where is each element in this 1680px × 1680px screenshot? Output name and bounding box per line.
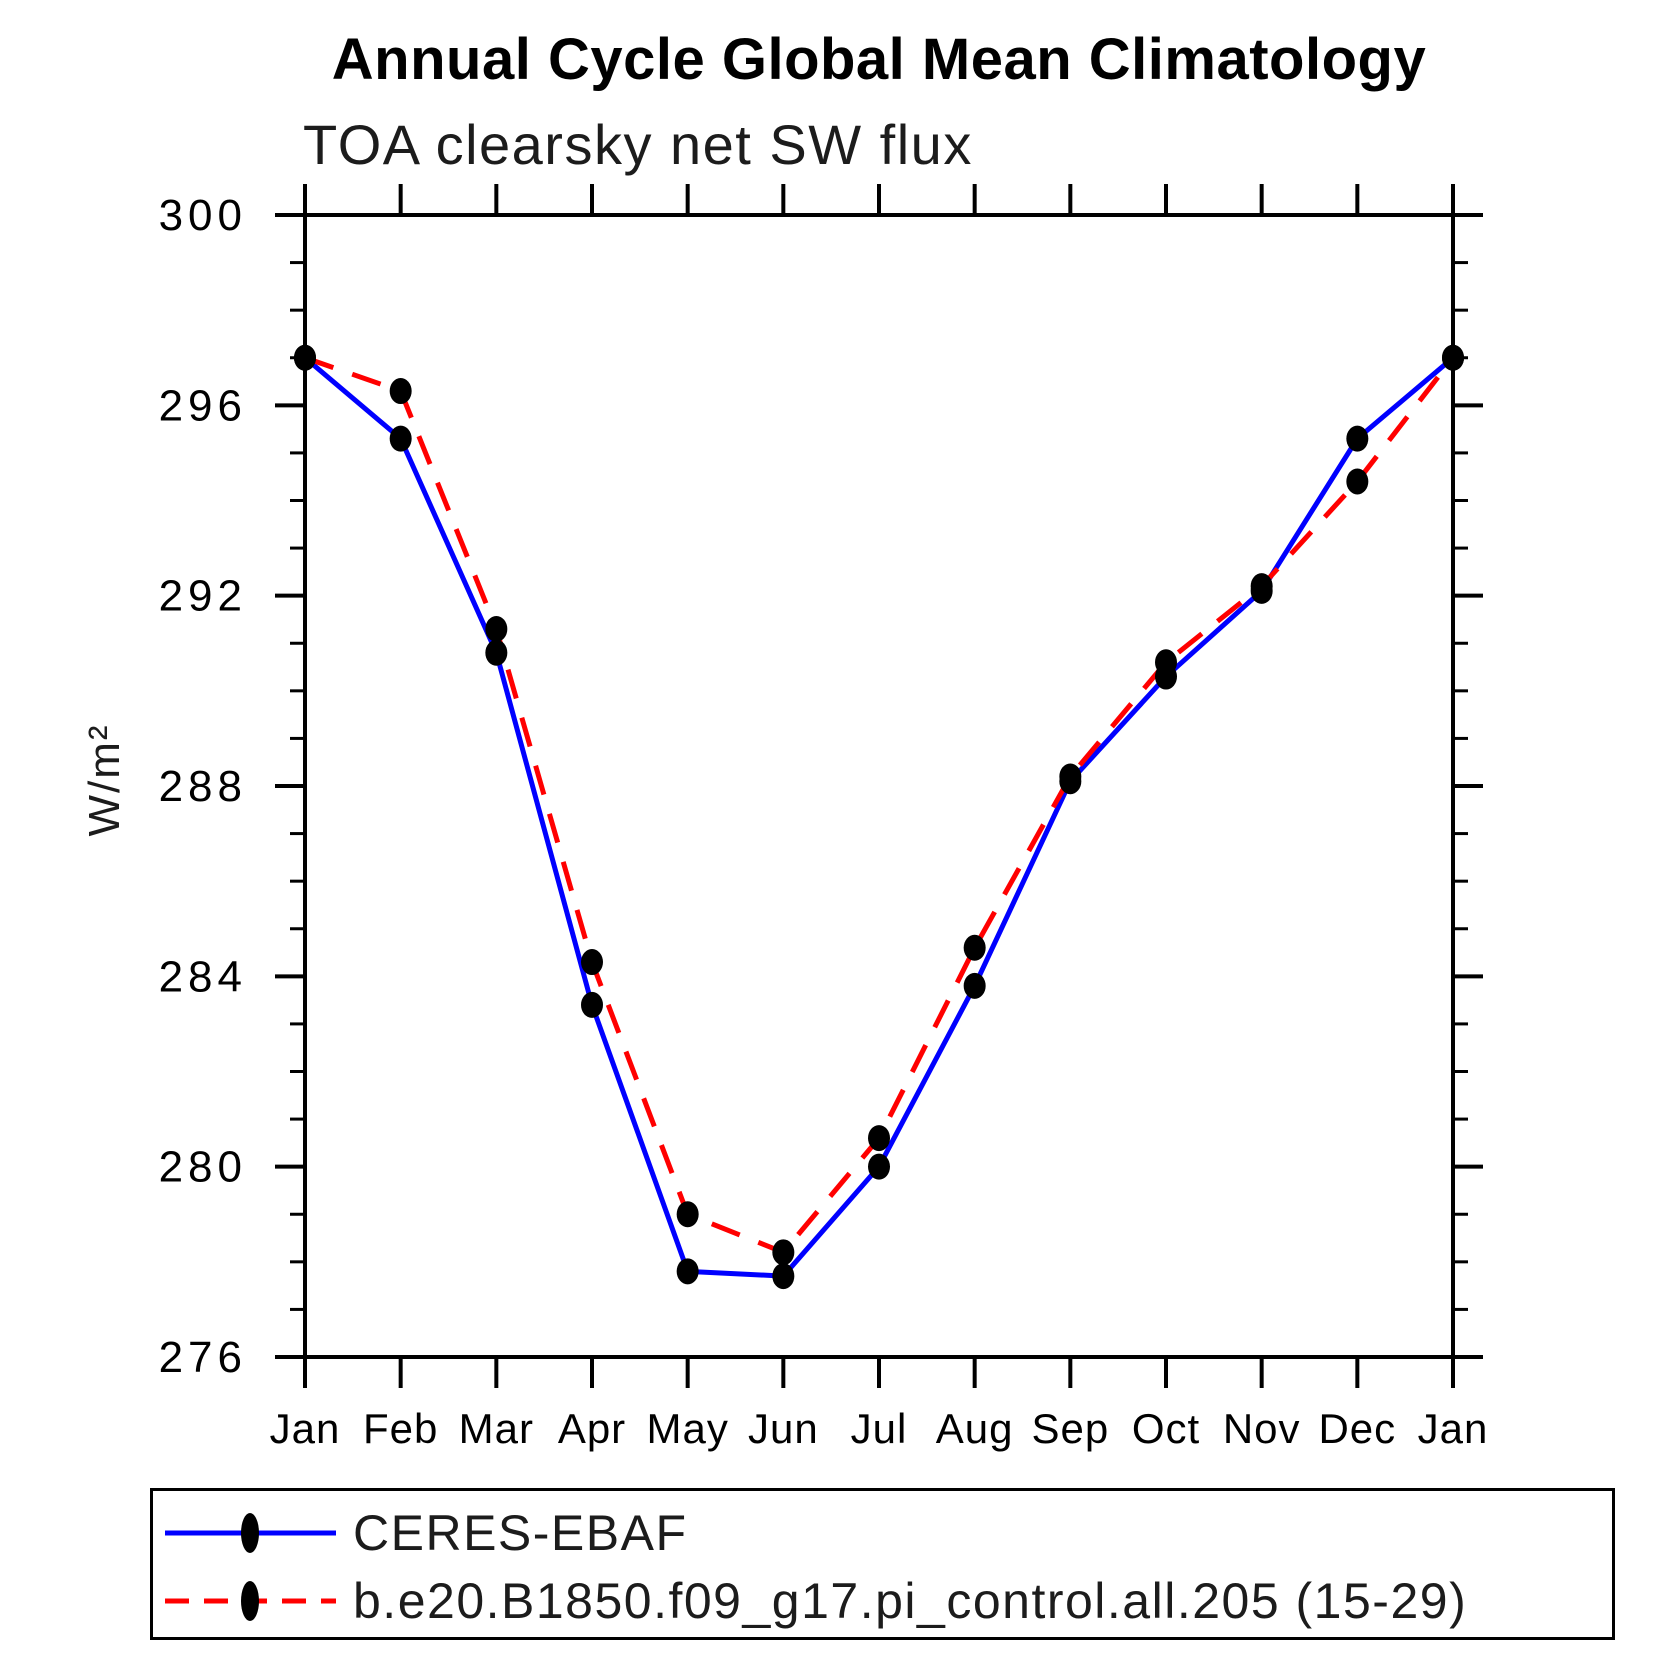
y-tick-label: 292: [159, 572, 247, 621]
x-tick-label: Apr: [558, 1405, 626, 1452]
data-point-marker: [389, 425, 412, 452]
y-tick-label: 280: [159, 1143, 247, 1192]
y-tick-label: 296: [159, 381, 247, 430]
data-point-marker: [1059, 763, 1082, 790]
data-point-marker: [581, 991, 603, 1018]
x-tick-label: Aug: [936, 1405, 1014, 1452]
x-tick-label: Oct: [1132, 1405, 1200, 1452]
x-tick-label: Mar: [459, 1405, 534, 1452]
x-tick-label: Jun: [748, 1405, 819, 1452]
legend-label-1: b.e20.B1850.f09_g17.pi_control.all.205 (…: [353, 1573, 1468, 1629]
data-point-marker: [772, 1239, 795, 1266]
legend-line-marker-icon: [165, 1513, 336, 1553]
data-point-marker: [676, 1201, 699, 1228]
y-axis-label: W/m²: [80, 723, 129, 837]
data-point-marker: [868, 1153, 890, 1180]
x-tick-label: Feb: [363, 1405, 438, 1452]
data-point-marker: [1346, 468, 1369, 495]
legend-line-marker-icon: [165, 1581, 336, 1621]
plot-frame: [303, 213, 1455, 1359]
y-tick-label: 288: [159, 762, 247, 811]
data-point-marker: [389, 378, 412, 405]
x-tick-label: Sep: [1031, 1405, 1109, 1452]
chart-subtitle: TOA clearsky net SW flux: [303, 113, 973, 176]
legend-item-0: CERES-EBAF: [153, 1499, 1612, 1567]
data-point-marker: [485, 639, 508, 666]
data-point-marker: [1346, 425, 1369, 452]
data-point-marker: [581, 949, 603, 976]
y-tick-label: 284: [159, 952, 247, 1001]
legend-item-1: b.e20.B1850.f09_g17.pi_control.all.205 (…: [153, 1567, 1612, 1635]
x-tick-label: Jan: [270, 1405, 341, 1452]
data-point-marker: [485, 615, 508, 642]
y-tick-label: 276: [159, 1333, 247, 1382]
x-tick-label: Dec: [1318, 1405, 1396, 1452]
data-point-marker: [1155, 649, 1177, 676]
series-line-1: [304, 355, 1455, 1255]
x-tick-label: Nov: [1223, 1405, 1301, 1452]
data-point-marker: [1442, 344, 1464, 371]
data-point-marker: [294, 344, 316, 371]
x-tick-label: Jul: [851, 1405, 908, 1452]
legend-marker-icon: [241, 1581, 259, 1621]
x-tick-label: May: [646, 1405, 728, 1452]
legend-box: CERES-EBAF b.e20.B1850.f09_g17.pi_control…: [150, 1488, 1615, 1640]
data-point-marker: [772, 1263, 795, 1290]
legend-marker-icon: [241, 1513, 259, 1553]
data-point-marker: [676, 1258, 699, 1285]
y-tick-label: 300: [159, 191, 247, 240]
x-tick-label: Jan: [1418, 1405, 1489, 1452]
data-point-marker: [1250, 573, 1273, 600]
data-point-marker: [868, 1125, 890, 1152]
data-point-marker: [963, 934, 986, 961]
data-point-marker: [963, 972, 986, 999]
chart-title: Annual Cycle Global Mean Climatology: [331, 27, 1427, 92]
legend-label-0: CERES-EBAF: [353, 1505, 688, 1561]
